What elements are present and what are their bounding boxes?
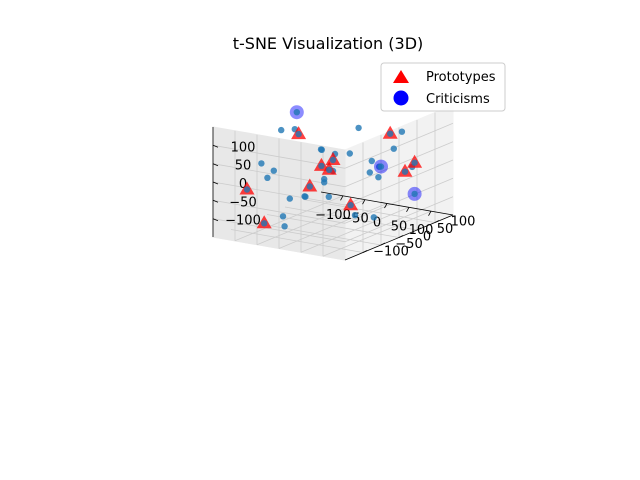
prototype-inner-point — [261, 220, 268, 227]
data-point — [264, 174, 271, 181]
legend-prototypes-label: Prototypes — [426, 70, 496, 85]
data-point — [390, 145, 397, 152]
y-tick-label: −100 — [373, 245, 409, 260]
data-point — [366, 169, 373, 176]
prototype-inner-point — [318, 162, 325, 170]
data-point — [270, 167, 277, 174]
data-point — [375, 174, 382, 181]
criticism-inner-point — [293, 109, 300, 116]
x-tick — [362, 199, 366, 205]
prototype-inner-point — [306, 183, 313, 190]
prototype-inner-point — [387, 130, 394, 137]
data-point — [398, 128, 406, 135]
z-tick — [212, 144, 219, 148]
z-tick-label: −50 — [229, 195, 256, 210]
data-point — [321, 179, 328, 186]
x-tick — [428, 211, 432, 216]
y-tick-label: 50 — [437, 222, 454, 237]
x-tick — [406, 207, 410, 212]
data-point — [351, 212, 359, 219]
y-tick — [416, 227, 422, 231]
data-points — [239, 105, 423, 230]
z-tick-label: 50 — [235, 159, 252, 174]
z-tick — [212, 199, 219, 203]
criticism-inner-point — [411, 190, 418, 198]
z-tick-label: 100 — [231, 140, 256, 155]
data-point — [368, 157, 375, 165]
prototype-inner-point — [326, 166, 333, 173]
data-point — [281, 223, 288, 230]
prototype-inner-point — [243, 186, 251, 193]
z-tick-label: 0 — [239, 177, 247, 192]
y-tick-label: 100 — [451, 215, 476, 230]
z-tick-label: −100 — [225, 214, 261, 229]
data-point — [318, 146, 325, 153]
z-tick — [212, 218, 219, 222]
data-point — [258, 160, 265, 167]
legend-criticisms-marker — [393, 90, 409, 106]
x-tick — [384, 203, 388, 209]
criticism-inner-point — [377, 163, 385, 170]
gridline-z — [344, 122, 454, 169]
data-point — [370, 214, 377, 221]
data-point — [278, 126, 285, 134]
prototype-inner-point — [401, 168, 409, 175]
z-tick — [212, 181, 219, 185]
legend-criticisms-label: Criticisms — [426, 92, 490, 107]
chart-title: t-SNE Visualization (3D) — [233, 34, 424, 53]
x-tick-label: 0 — [373, 216, 381, 231]
z-tick — [212, 163, 219, 167]
prototype-inner-point — [347, 202, 354, 209]
legend: Prototypes Criticisms — [380, 62, 506, 112]
data-point — [279, 213, 287, 220]
legend-prototypes-marker — [393, 70, 409, 83]
data-point — [302, 193, 309, 200]
y-tick — [380, 242, 386, 246]
prototype-inner-point — [295, 130, 302, 138]
gridline-y — [302, 199, 436, 223]
x-tick-label: 50 — [391, 219, 408, 234]
y-tick-label: −50 — [395, 237, 422, 252]
prototype-inner-point — [411, 159, 418, 166]
y-tick — [362, 250, 368, 253]
x-tick-label: 100 — [409, 223, 434, 238]
data-point — [355, 124, 362, 132]
data-point — [286, 195, 293, 202]
x-tick-label: −100 — [315, 208, 351, 223]
prototype-inner-point — [329, 156, 337, 164]
data-point — [346, 150, 353, 157]
x-tick-label: −50 — [341, 212, 368, 227]
y-tick — [434, 220, 440, 223]
y-tick — [398, 235, 404, 238]
data-point — [325, 193, 332, 200]
legend-box — [380, 62, 506, 112]
y-tick-label: 0 — [423, 230, 431, 245]
x-tick — [340, 195, 344, 201]
